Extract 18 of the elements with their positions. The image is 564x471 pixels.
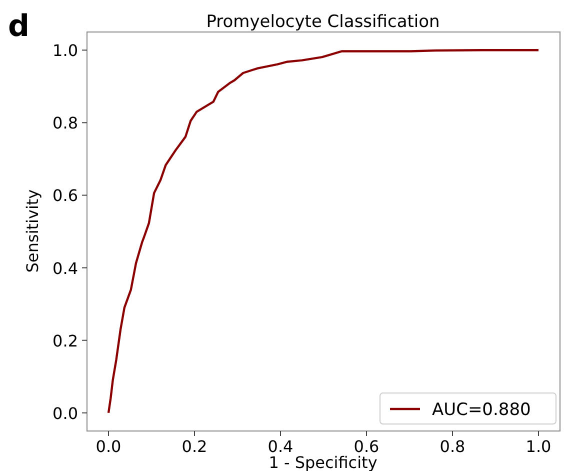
x-tick-label: 0.2 [182, 437, 208, 456]
x-tick-label: 0.6 [354, 437, 380, 456]
y-tick-label: 0.4 [52, 258, 78, 278]
text: d [8, 9, 30, 44]
y-tick-label: 0.0 [52, 404, 78, 423]
y-tick-label: 0.8 [52, 114, 78, 133]
chart-title: Promyelocyte Classification [206, 12, 440, 32]
y-tick-label: 0.2 [52, 331, 78, 350]
y-axis-title: Sensitivity [23, 189, 42, 273]
y-tick-label: 1.0 [52, 41, 78, 60]
x-tick-label: 0.8 [440, 437, 466, 456]
legend-label: AUC=0.880 [432, 400, 531, 420]
line-series [107, 49, 540, 414]
x-axis-title: 1 - Specificity [268, 453, 378, 471]
x-tick-label: 0.4 [268, 437, 294, 456]
y-tick-label: 0.6 [52, 186, 78, 206]
x-tick-label: 1.0 [526, 437, 552, 456]
x-tick-label: 0.0 [96, 437, 122, 456]
